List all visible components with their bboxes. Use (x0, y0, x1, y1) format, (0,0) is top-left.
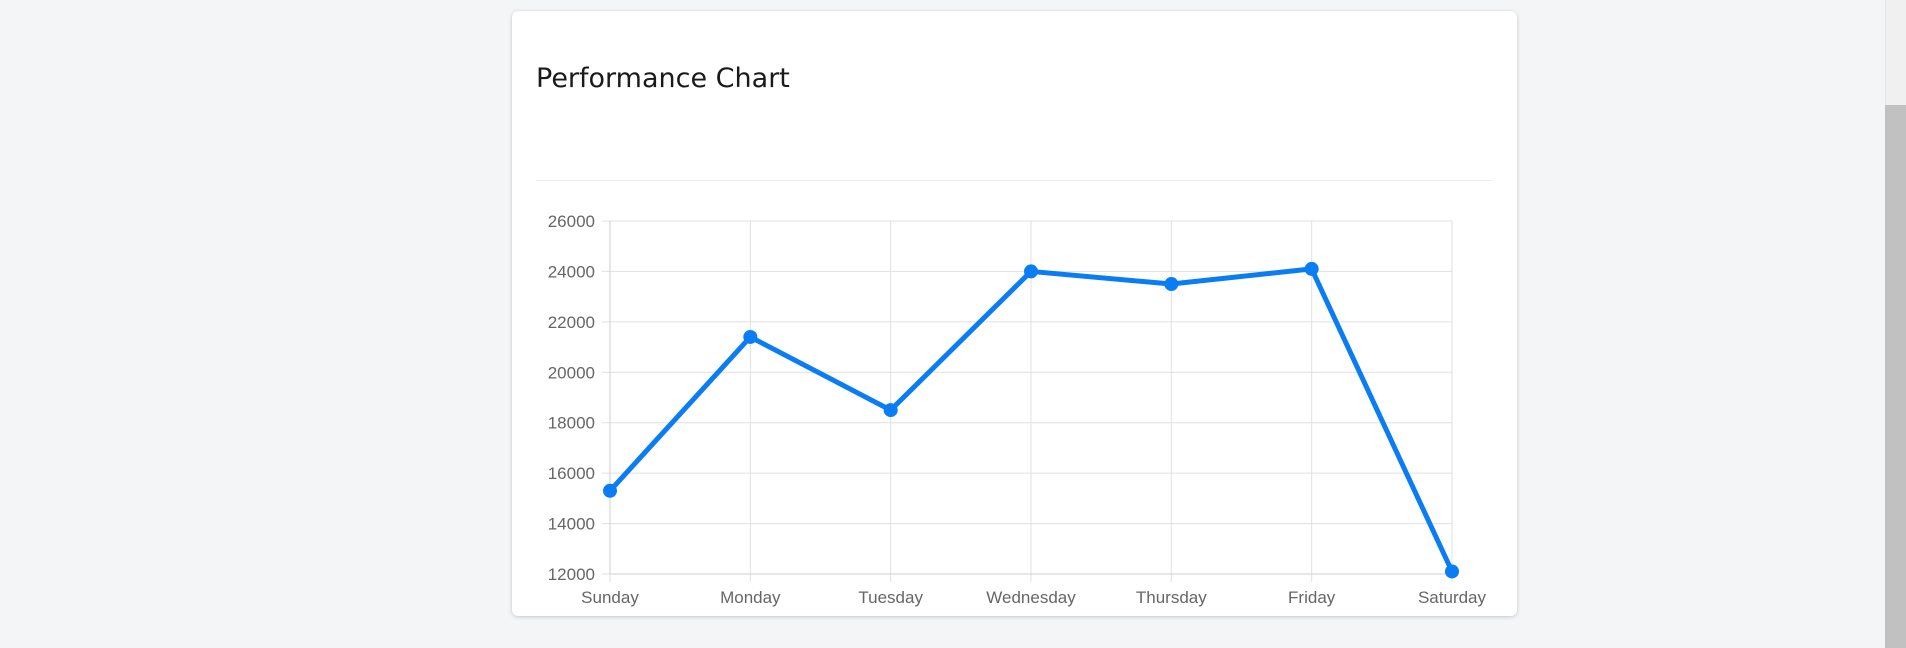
scrollbar-thumb[interactable] (1885, 105, 1906, 648)
y-axis-ticks: 26000 24000 22000 20000 18000 16000 14000 12000 (548, 212, 595, 584)
performance-line-chart: 26000 24000 22000 20000 18000 16000 14000 12000… (548, 212, 1487, 607)
x-tick-label: Sunday (581, 588, 639, 607)
data-point[interactable] (1024, 264, 1038, 279)
x-tick-label: Wednesday (986, 588, 1076, 607)
y-tick-label: 14000 (548, 515, 595, 534)
y-tick-label: 26000 (548, 212, 595, 231)
x-axis-ticks: Sunday Monday Tuesday Wednesday Thursday Frid… (581, 588, 1486, 607)
performance-card: Performance Chart 26000 24000 22000 20000 18… (512, 11, 1517, 616)
x-tick-label: Friday (1288, 588, 1336, 607)
data-point[interactable] (603, 483, 617, 498)
x-tick-label: Saturday (1418, 588, 1487, 607)
page-scrollbar[interactable] (1885, 0, 1906, 648)
data-point[interactable] (883, 403, 898, 418)
y-tick-label: 18000 (548, 414, 595, 433)
card-title: Performance Chart (536, 63, 790, 94)
y-tick-label: 16000 (548, 464, 595, 483)
data-point[interactable] (1445, 564, 1459, 579)
card-divider (536, 180, 1493, 181)
series-layer (603, 261, 1459, 579)
data-point[interactable] (743, 329, 758, 344)
y-tick-label: 22000 (548, 313, 595, 332)
y-tick-label: 12000 (548, 565, 595, 584)
x-tick-label: Monday (720, 588, 781, 607)
y-tick-label: 20000 (548, 363, 595, 382)
data-point[interactable] (1164, 277, 1179, 292)
x-tick-label: Thursday (1136, 588, 1207, 607)
y-tick-label: 24000 (548, 262, 595, 281)
data-point[interactable] (1304, 261, 1319, 276)
x-tick-label: Tuesday (858, 588, 923, 607)
